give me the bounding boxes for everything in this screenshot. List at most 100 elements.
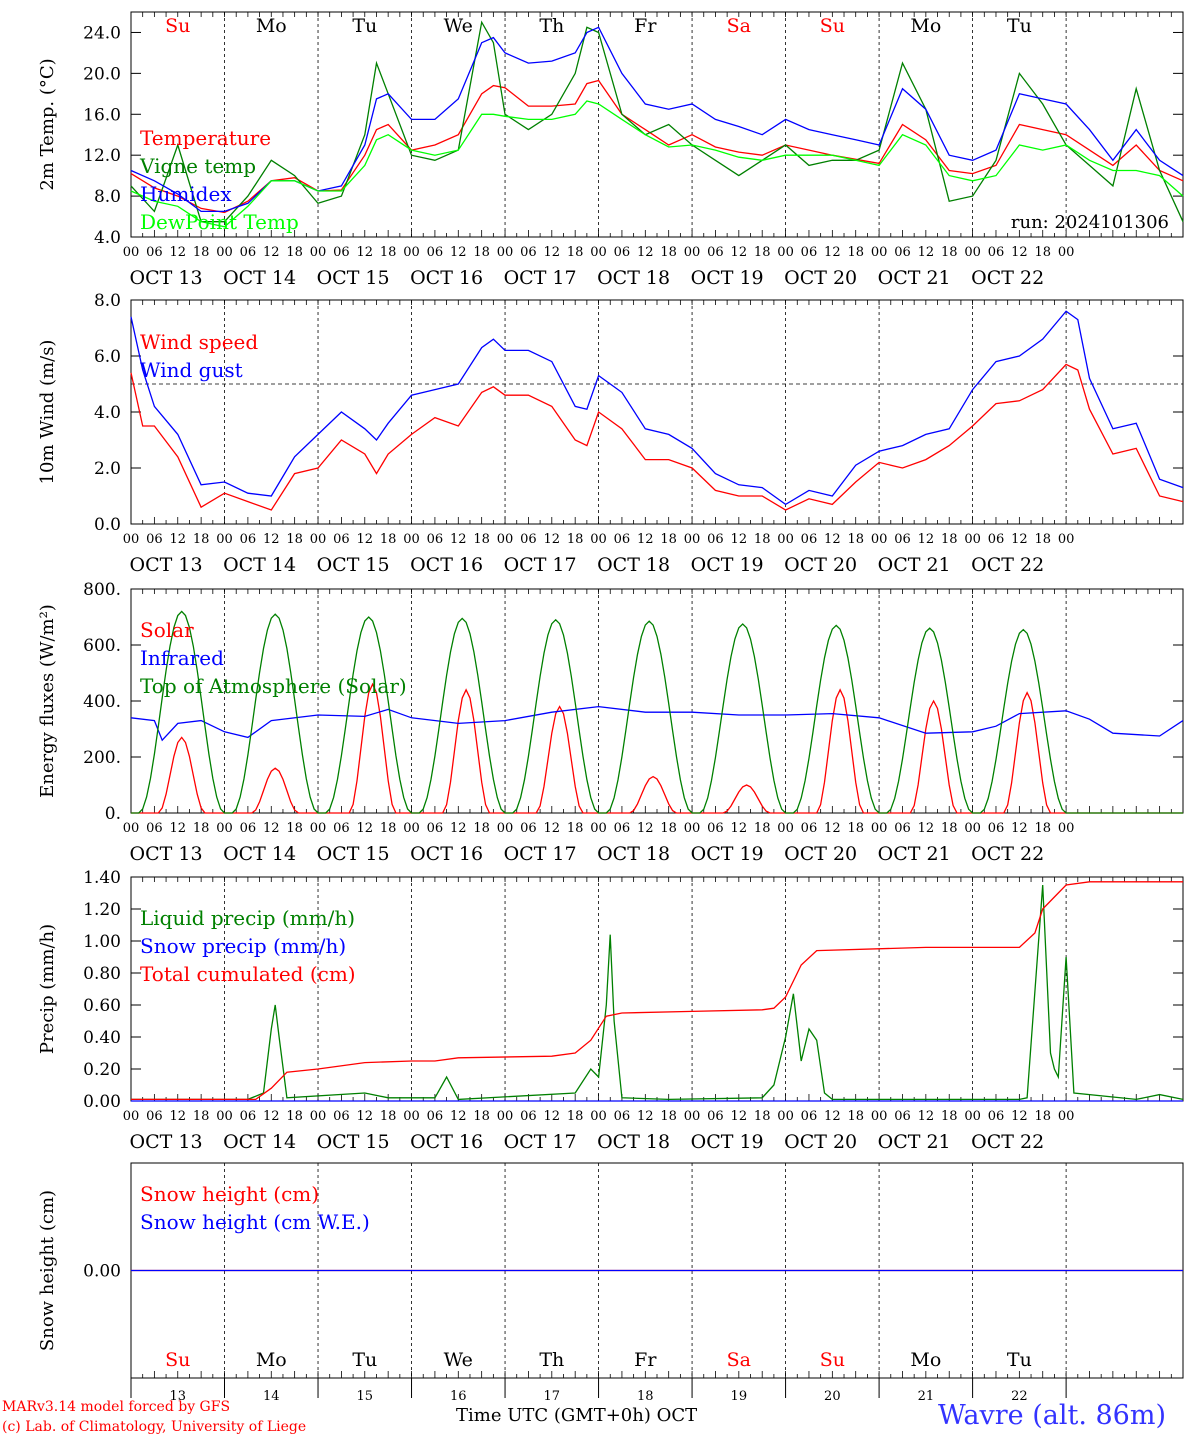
hour-label: 18 bbox=[847, 532, 864, 547]
hour-label: 00 bbox=[403, 821, 420, 836]
hour-label: 12 bbox=[918, 821, 935, 836]
y-axis-label: 2m Temp. (°C) bbox=[37, 58, 58, 190]
hour-label: 18 bbox=[847, 1109, 864, 1124]
hour-label: 12 bbox=[824, 245, 841, 260]
y-tick-label: 200. bbox=[83, 748, 121, 768]
hour-label: 18 bbox=[380, 245, 397, 260]
y-tick-label: 400. bbox=[83, 692, 121, 712]
hour-label: 12 bbox=[1011, 1109, 1028, 1124]
hour-label: 18 bbox=[847, 245, 864, 260]
series-line-temp-1 bbox=[130, 20, 1184, 223]
hour-label: 18 bbox=[473, 532, 490, 547]
y-tick-label: 6.0 bbox=[94, 347, 121, 367]
legend-entry: Snow height (cm W.E.) bbox=[140, 1210, 370, 1234]
date-label: OCT 21 bbox=[878, 554, 951, 576]
date-label: OCT 21 bbox=[878, 1131, 951, 1153]
y-tick-label: 0.20 bbox=[83, 1060, 121, 1080]
date-label: OCT 13 bbox=[130, 267, 203, 289]
y-tick-label: 0.00 bbox=[83, 1262, 121, 1282]
weekday-label: Tu bbox=[352, 15, 377, 37]
series-line-wind-1 bbox=[130, 310, 1184, 506]
panel-energy: 0. 200. 400. 600. 800. Energy fluxes (W/m²) So… bbox=[37, 580, 1184, 865]
hour-label: 18 bbox=[473, 245, 490, 260]
series-line-energy-1 bbox=[130, 705, 1184, 742]
hour-label: 00 bbox=[497, 245, 514, 260]
y-axis-label: Snow height (cm) bbox=[37, 1190, 58, 1351]
hour-label: 06 bbox=[988, 245, 1005, 260]
legend-entry: Snow precip (mm/h) bbox=[140, 934, 346, 958]
hour-label: 00 bbox=[684, 245, 701, 260]
hour-label: 00 bbox=[123, 1109, 140, 1124]
run-annotation: run: 2024101306 bbox=[1011, 212, 1169, 233]
hour-label: 00 bbox=[123, 532, 140, 547]
y-tick-label: 24.0 bbox=[83, 23, 121, 43]
hour-label: 12 bbox=[263, 1109, 280, 1124]
hour-label: 00 bbox=[964, 245, 981, 260]
hour-label: 18 bbox=[754, 1109, 771, 1124]
y-axis-label: 10m Wind (m/s) bbox=[37, 340, 58, 485]
date-label: OCT 13 bbox=[130, 843, 203, 865]
date-label: OCT 18 bbox=[597, 1131, 670, 1153]
hour-label: 12 bbox=[263, 245, 280, 260]
hour-label: 00 bbox=[310, 245, 327, 260]
y-tick-label: 16.0 bbox=[83, 105, 121, 125]
date-label: OCT 22 bbox=[971, 843, 1044, 865]
hour-label: 18 bbox=[660, 245, 677, 260]
y-tick-label: 2.0 bbox=[94, 459, 121, 479]
day-number-label: 22 bbox=[1011, 1389, 1028, 1404]
hour-label: 06 bbox=[333, 532, 350, 547]
hour-label: 18 bbox=[193, 532, 210, 547]
date-label: OCT 16 bbox=[410, 843, 483, 865]
hour-label: 12 bbox=[450, 532, 467, 547]
hour-label: 06 bbox=[240, 821, 257, 836]
weekday-label: Mo bbox=[910, 15, 941, 37]
hour-label: 12 bbox=[263, 532, 280, 547]
legend-entry: Snow height (cm) bbox=[140, 1182, 319, 1206]
hour-label: 12 bbox=[918, 532, 935, 547]
hour-label: 18 bbox=[567, 1109, 584, 1124]
hour-label: 06 bbox=[614, 532, 631, 547]
day-number-label: 19 bbox=[731, 1389, 748, 1404]
weekday-label: Th bbox=[539, 1349, 564, 1371]
date-label: OCT 14 bbox=[223, 843, 296, 865]
hour-label: 06 bbox=[427, 245, 444, 260]
date-label: OCT 19 bbox=[691, 1131, 764, 1153]
hour-label: 12 bbox=[357, 1109, 374, 1124]
hour-label: 12 bbox=[824, 821, 841, 836]
hour-label: 00 bbox=[684, 532, 701, 547]
hour-label: 12 bbox=[1011, 821, 1028, 836]
date-label: OCT 13 bbox=[130, 1131, 203, 1153]
hour-label: 12 bbox=[918, 245, 935, 260]
y-tick-label: 12.0 bbox=[83, 146, 121, 166]
hour-label: 06 bbox=[146, 1109, 163, 1124]
day-number-label: 13 bbox=[169, 1389, 186, 1404]
date-label: OCT 17 bbox=[504, 1131, 577, 1153]
legend-entry: Solar bbox=[140, 618, 194, 642]
panel-snow: 0.00 Snow height (cm) Snow height (cm) Snow… bbox=[37, 1162, 1184, 1404]
hour-label: 00 bbox=[590, 245, 607, 260]
day-number-label: 14 bbox=[263, 1389, 280, 1404]
hour-label: 00 bbox=[123, 821, 140, 836]
day-number-label: 15 bbox=[357, 1389, 374, 1404]
hour-label: 18 bbox=[1034, 532, 1051, 547]
legend-entry: Wind gust bbox=[140, 358, 243, 382]
hour-label: 18 bbox=[941, 532, 958, 547]
hour-label: 18 bbox=[660, 1109, 677, 1124]
x-axis-title: Time UTC (GMT+0h) OCT bbox=[456, 1405, 697, 1426]
hour-label: 06 bbox=[614, 245, 631, 260]
day-number-label: 16 bbox=[450, 1389, 467, 1404]
hour-label: 06 bbox=[146, 245, 163, 260]
y-tick-label: 20.0 bbox=[83, 64, 121, 84]
date-label: OCT 21 bbox=[878, 843, 951, 865]
hour-label: 00 bbox=[403, 532, 420, 547]
hour-label: 12 bbox=[824, 1109, 841, 1124]
hour-label: 06 bbox=[520, 1109, 537, 1124]
x-axis-month: OCT bbox=[656, 1405, 698, 1426]
hour-label: 00 bbox=[777, 821, 794, 836]
date-label: OCT 17 bbox=[504, 554, 577, 576]
date-label: OCT 17 bbox=[504, 843, 577, 865]
hour-label: 00 bbox=[1058, 821, 1075, 836]
date-label: OCT 15 bbox=[317, 267, 390, 289]
hour-label: 12 bbox=[169, 1109, 186, 1124]
hour-label: 00 bbox=[684, 821, 701, 836]
